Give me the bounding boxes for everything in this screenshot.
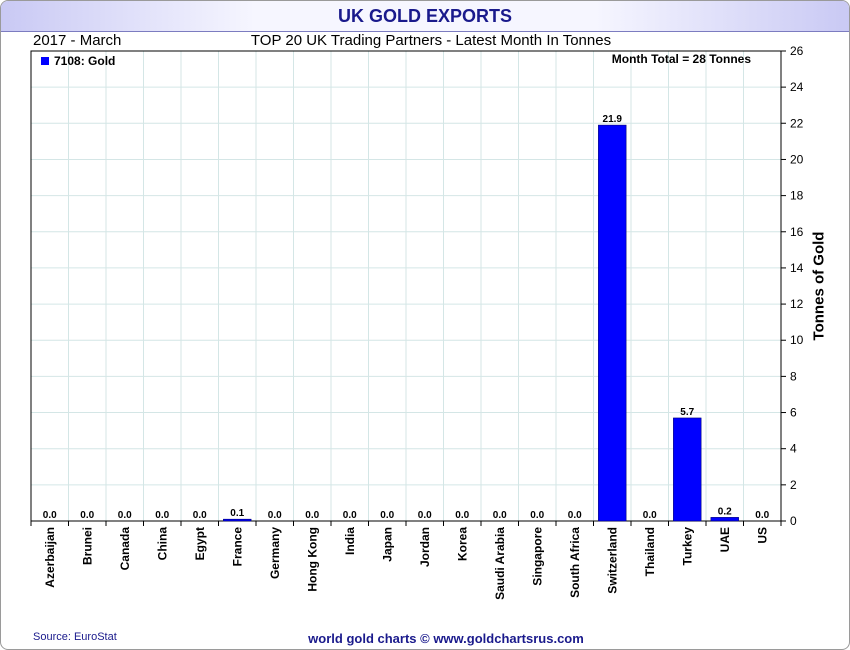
x-tick-label: South Africa [568, 527, 582, 598]
month-total: Month Total = 28 Tonnes [611, 52, 751, 66]
x-tick-label: Japan [380, 527, 394, 562]
x-tick-label: UAE [718, 527, 732, 552]
x-tick-label: Korea [455, 527, 469, 561]
bar-value-label: 0.0 [305, 510, 319, 521]
x-tick-label: Canada [118, 527, 132, 571]
y-tick-label: 6 [790, 406, 797, 420]
x-tick-label: Jordan [418, 527, 432, 567]
x-tick-label: Thailand [643, 527, 657, 576]
x-tick-label: Singapore [530, 527, 544, 586]
y-tick-label: 12 [790, 297, 804, 311]
bar-value-label: 0.0 [643, 510, 657, 521]
bar-value-label: 0.0 [418, 510, 432, 521]
x-tick-label: Saudi Arabia [493, 527, 507, 600]
x-tick-label: Hong Kong [305, 527, 319, 592]
bar [710, 517, 739, 522]
bar [673, 417, 702, 522]
footer-credit: world gold charts © www.goldchartsrus.co… [308, 631, 584, 646]
bar [598, 124, 627, 522]
bar-value-label: 0.0 [80, 510, 94, 521]
bar-value-label: 0.1 [230, 508, 244, 519]
x-tick-label: US [755, 527, 769, 544]
chart-subtitle: TOP 20 UK Trading Partners - Latest Mont… [250, 32, 612, 49]
legend-label: 7108: Gold [54, 54, 116, 68]
legend-swatch [41, 57, 49, 65]
bar-value-label: 21.9 [603, 114, 623, 125]
bar-value-label: 0.0 [43, 510, 57, 521]
x-tick-label: India [343, 527, 357, 555]
y-axis-label: Tonnes of Gold [810, 231, 828, 341]
x-tick-label: Switzerland [605, 527, 619, 594]
chart-period: 2017 - March [33, 32, 122, 49]
x-tick-label: China [155, 527, 169, 561]
x-tick-label: France [230, 527, 244, 567]
x-tick-label: Germany [268, 527, 282, 579]
y-tick-label: 4 [790, 442, 797, 456]
bar-value-label: 0.0 [455, 510, 469, 521]
bar-value-label: 0.0 [530, 510, 544, 521]
y-tick-label: 18 [790, 189, 804, 203]
y-tick-label: 10 [790, 333, 804, 347]
bar-value-label: 0.0 [568, 510, 582, 521]
y-tick-label: 0 [790, 514, 797, 528]
bar [223, 518, 252, 522]
x-tick-label: Azerbaijan [43, 527, 57, 588]
y-tick-label: 26 [790, 44, 804, 58]
y-tick-label: 22 [790, 116, 804, 130]
x-tick-label: Egypt [193, 527, 207, 560]
title-bar: UK GOLD EXPORTS [1, 1, 849, 32]
source-note: Source: EuroStat [33, 631, 117, 643]
x-tick-label: Brunei [80, 527, 94, 565]
y-tick-label: 24 [790, 80, 804, 94]
bar-value-label: 0.0 [380, 510, 394, 521]
x-tick-label: Turkey [680, 527, 694, 566]
bar-value-label: 0.0 [193, 510, 207, 521]
chart-title: UK GOLD EXPORTS [337, 6, 512, 26]
legend: 7108: Gold [41, 54, 115, 68]
bar-value-label: 0.0 [268, 510, 282, 521]
bar-value-label: 5.7 [680, 407, 694, 418]
y-tick-label: 8 [790, 369, 797, 383]
y-tick-label: 16 [790, 225, 804, 239]
bar-value-label: 0.0 [493, 510, 507, 521]
bar-value-label: 0.0 [155, 510, 169, 521]
y-tick-label: 2 [790, 478, 797, 492]
bar-value-label: 0.2 [718, 506, 732, 517]
bar-value-label: 0.0 [343, 510, 357, 521]
y-tick-label: 20 [790, 152, 804, 166]
bar-value-label: 0.0 [755, 510, 769, 521]
y-tick-label: 14 [790, 261, 804, 275]
bar-value-label: 0.0 [118, 510, 132, 521]
